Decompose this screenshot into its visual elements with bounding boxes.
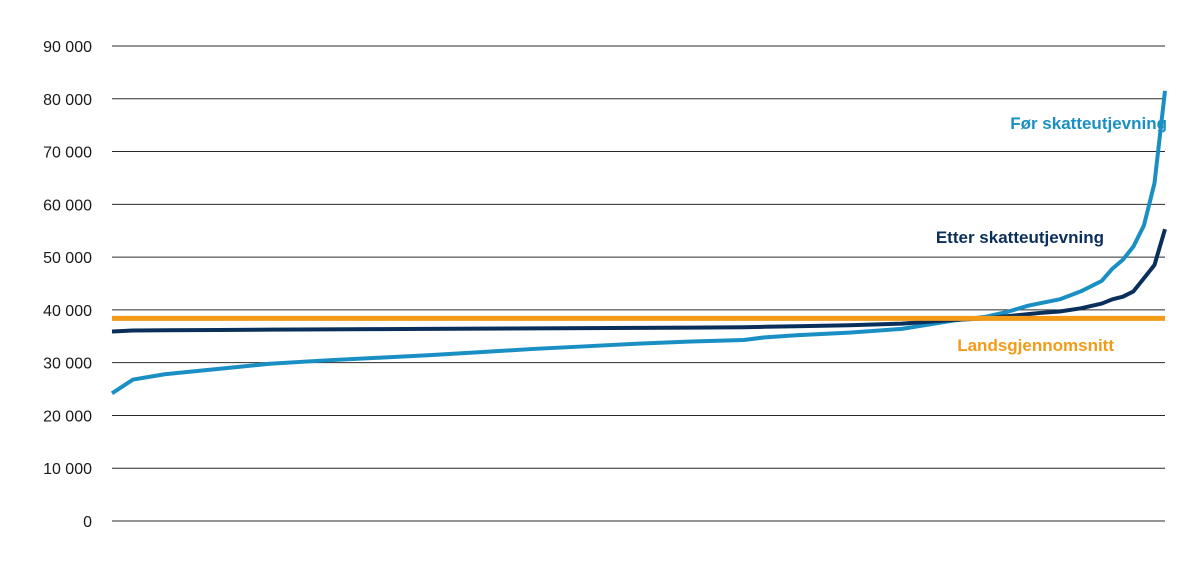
- y-axis-tick-labels: 0 10 000 20 000 30 000 40 000 50 000 60 000 70 …: [43, 39, 92, 531]
- series-label-etter: Etter skatteutjevning: [936, 228, 1104, 247]
- y-tick-label: 50 000: [43, 250, 92, 267]
- series-label-landsgjennomsnitt: Landsgjennomsnitt: [957, 336, 1114, 355]
- y-tick-label: 90 000: [43, 39, 92, 56]
- y-tick-label: 0: [83, 514, 92, 531]
- y-tick-label: 40 000: [43, 303, 92, 320]
- y-tick-label: 60 000: [43, 197, 92, 214]
- grid: [112, 45, 1165, 522]
- y-tick-label: 20 000: [43, 408, 92, 425]
- y-tick-label: 30 000: [43, 356, 92, 373]
- series-lines: [110, 90, 1167, 395]
- y-tick-label: 10 000: [43, 461, 92, 478]
- y-tick-label: 80 000: [43, 92, 92, 109]
- series-line-for: [110, 90, 1167, 395]
- series-line-etter: [111, 228, 1167, 334]
- series-labels: Før skatteutjevning Etter skatteutjevnin…: [936, 114, 1167, 355]
- y-tick-label: 70 000: [43, 145, 92, 162]
- series-label-for: Før skatteutjevning: [1010, 114, 1167, 133]
